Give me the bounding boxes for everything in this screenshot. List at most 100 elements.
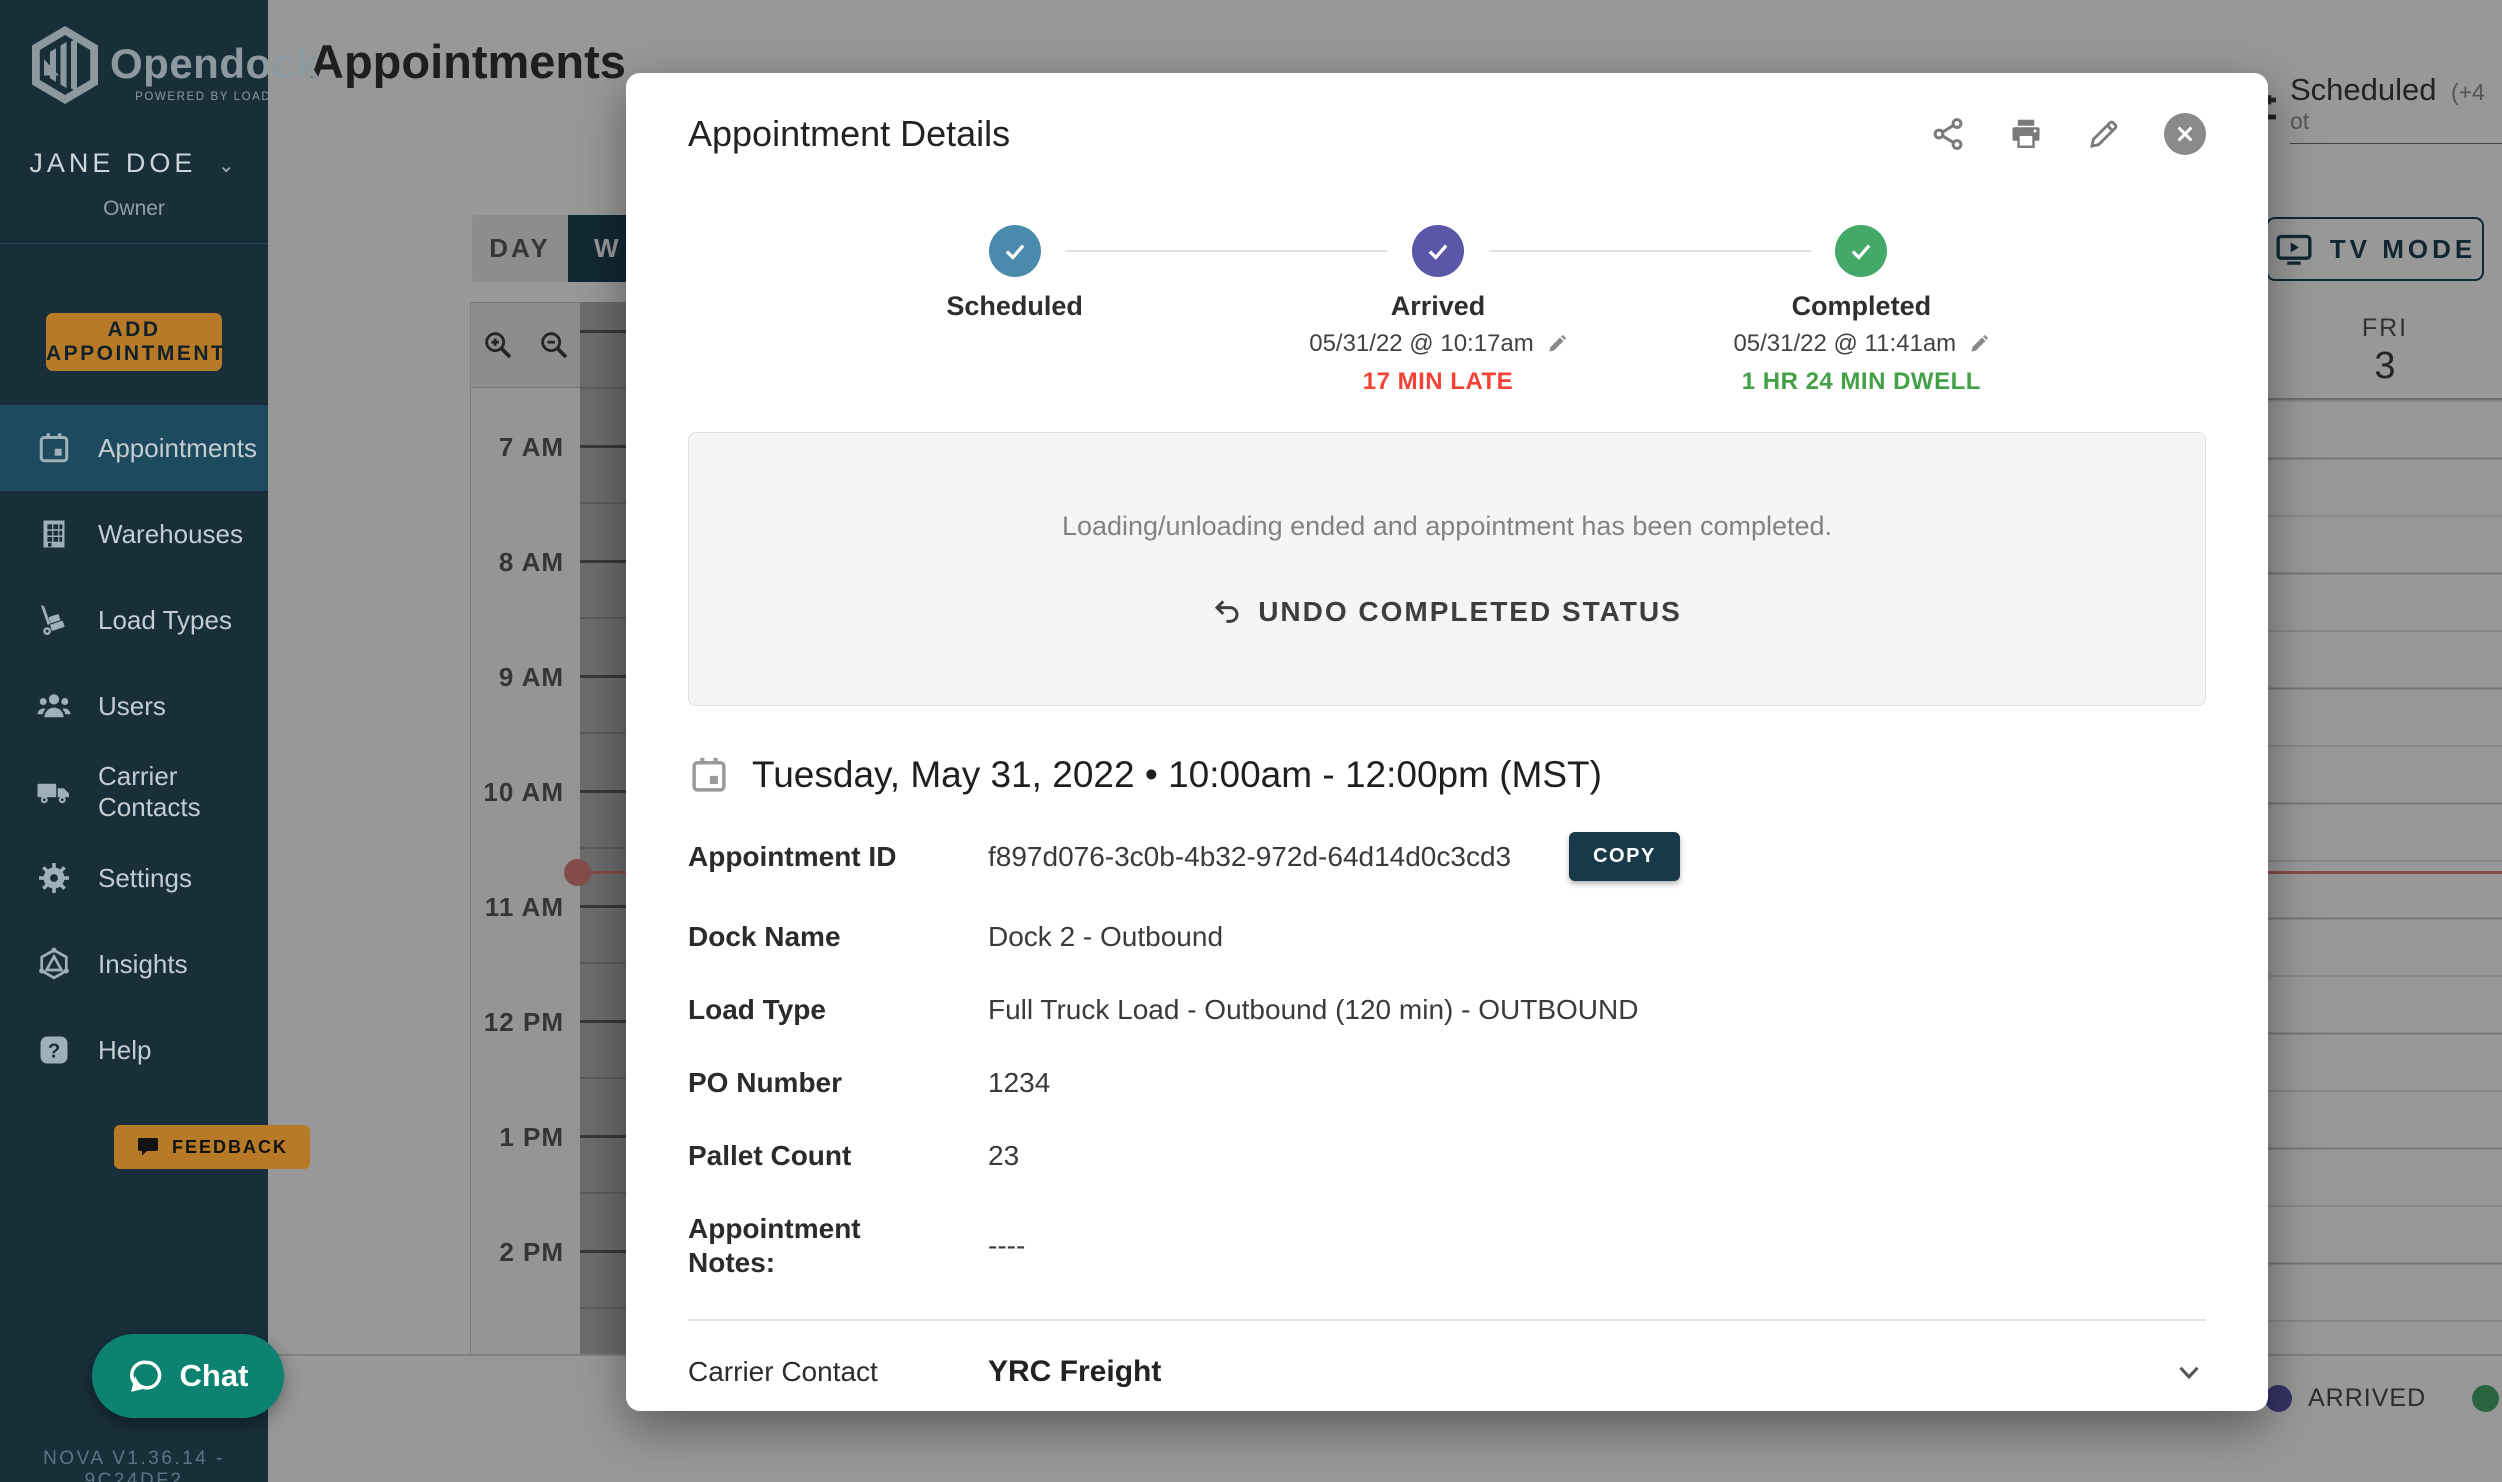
appointment-datetime: Tuesday, May 31, 2022 • 10:00am - 12:00p… [752, 754, 1602, 795]
add-appointment-button[interactable]: ADD APPOINTMENT [46, 313, 224, 371]
sidebar-item-label: Carrier Contacts [98, 761, 201, 822]
step-arrived: Arrived 05/31/22 @ 10:17am 17 MIN LATE [1226, 225, 1649, 396]
sidebar-item-warehouses[interactable]: Warehouses [0, 491, 268, 577]
time-label: 10 AM [483, 777, 564, 807]
appointment-details-modal: Appointment Details [626, 73, 2268, 1411]
step-timestamp: 05/31/22 @ 10:17am [1309, 330, 1534, 357]
opendock-logo-icon [32, 26, 98, 104]
brand-tagline: POWERED BY LOADSMART [135, 91, 320, 103]
check-icon [1835, 225, 1888, 277]
status-filter-select[interactable]: Scheduled (+4 ot [2290, 72, 2502, 144]
time-label: 12 PM [483, 1007, 564, 1037]
status-filter-value: Scheduled [2290, 72, 2437, 107]
day-number: 3 [2374, 345, 2396, 387]
share-icon[interactable] [1930, 116, 1966, 152]
close-icon[interactable] [2164, 113, 2206, 155]
modal-title: Appointment Details [688, 113, 1011, 154]
people-icon [37, 694, 71, 718]
step-scheduled: Scheduled [803, 225, 1226, 396]
sidebar-divider [0, 243, 268, 244]
sidebar-item-settings[interactable]: Settings [0, 835, 268, 921]
sidebar-item-load-types[interactable]: Load Types [0, 577, 268, 663]
step-label: Completed [1791, 291, 1932, 321]
field-value: 1234 [988, 1067, 1051, 1098]
time-label: 11 AM [484, 892, 564, 922]
status-legend: ARRIVED COMPLETED [2265, 1384, 2502, 1413]
appointment-datetime-row: Tuesday, May 31, 2022 • 10:00am - 12:00p… [688, 754, 2206, 796]
legend-item-completed: COMPLETED [2472, 1384, 2502, 1413]
tab-day[interactable]: DAY [472, 215, 568, 282]
stepper-connector [1065, 250, 1387, 252]
time-label: 9 AM [498, 662, 564, 692]
carrier-contact-value: YRC Freight [988, 1355, 1162, 1388]
status-message-box: Loading/unloading ended and appointment … [688, 432, 2206, 706]
user-role: Owner [103, 197, 165, 220]
step-note: 1 HR 24 MIN DWELL [1741, 368, 1981, 395]
completed-dot-icon [2472, 1385, 2500, 1412]
brand-name: Opendock [110, 40, 320, 87]
step-completed: Completed 05/31/22 @ 11:41am 1 HR 24 MIN… [1650, 225, 2073, 396]
chat-button[interactable]: Chat [92, 1334, 284, 1418]
zoom-out-icon[interactable] [537, 328, 571, 362]
check-icon [988, 225, 1041, 277]
user-name: JANE DOE [29, 148, 197, 178]
chat-bubble-icon [129, 1360, 161, 1392]
calendar-icon [692, 757, 726, 792]
field-load-type: Load Type Full Truck Load - Outbound (12… [688, 993, 2206, 1027]
time-label: 7 AM [498, 432, 564, 462]
chevron-down-icon[interactable] [2172, 1355, 2206, 1389]
step-label: Arrived [1390, 291, 1486, 321]
stepper-connector [1489, 250, 1811, 252]
sidebar: Opendock POWERED BY LOADSMART JANE DOE ⌄… [0, 0, 319, 1482]
field-label: Load Type [688, 994, 826, 1025]
edit-timestamp-icon[interactable] [1546, 334, 1567, 355]
app-version: NOVA V1.36.14 - 9C24DF2 [43, 1448, 225, 1482]
arrived-dot-icon [2265, 1385, 2292, 1412]
edit-icon[interactable] [2086, 116, 2122, 152]
building-icon [43, 520, 65, 548]
legend-item-arrived: ARRIVED [2265, 1384, 2426, 1413]
field-dock-name: Dock Name Dock 2 - Outbound [688, 920, 2206, 954]
page-title: Appointments [310, 35, 626, 88]
sidebar-item-users[interactable]: Users [0, 663, 268, 749]
zoom-in-icon[interactable] [481, 328, 515, 362]
undo-icon [1215, 599, 1239, 623]
calendar-icon [39, 433, 69, 463]
user-menu[interactable]: JANE DOE ⌄ [0, 148, 268, 179]
sidebar-item-insights[interactable]: Insights [0, 921, 268, 1007]
sidebar-item-label: Help [98, 1034, 152, 1065]
field-label: Dock Name [688, 921, 841, 952]
weekday-label: FRI [2361, 314, 2409, 342]
field-value: 23 [988, 1140, 1020, 1171]
copy-button[interactable]: COPY [1569, 832, 1680, 881]
sidebar-item-help[interactable]: ? Help [0, 1007, 268, 1093]
sidebar-item-label: Settings [98, 862, 192, 893]
modal-divider [688, 1319, 2206, 1321]
status-filter-extra: (+4 ot [2290, 79, 2485, 134]
sidebar-item-label: Warehouses [98, 518, 243, 549]
truck-icon [37, 783, 69, 804]
print-icon[interactable] [2008, 116, 2044, 152]
feedback-button[interactable]: FEEDBACK [114, 1125, 310, 1169]
calendar-day-column[interactable] [580, 302, 628, 1354]
time-label: 1 PM [499, 1122, 564, 1152]
field-label: Pallet Count [688, 1140, 852, 1171]
undo-label: UNDO COMPLETED STATUS [1258, 595, 1682, 627]
undo-completed-status-button[interactable]: UNDO COMPLETED STATUS [1212, 596, 1682, 628]
sidebar-item-carrier-contacts[interactable]: Carrier Contacts [0, 749, 268, 835]
field-appointment-notes: Appointment Notes: ---- [688, 1212, 2206, 1280]
edit-timestamp-icon[interactable] [1968, 334, 1989, 355]
chat-label: Chat [179, 1358, 249, 1393]
sidebar-item-appointments[interactable]: Appointments [0, 405, 268, 491]
field-value: Dock 2 - Outbound [988, 921, 1224, 952]
calendar-zoom-controls [471, 303, 580, 388]
tv-mode-button[interactable]: TV MODE [2266, 217, 2484, 281]
sidebar-item-label: Load Types [98, 604, 232, 635]
field-appointment-id: Appointment ID f897d076-3c0b-4b32-972d-6… [688, 832, 2206, 881]
calendar-friday-column[interactable]: FRI 3 [2268, 302, 2502, 1364]
day-column-header: FRI 3 [2268, 314, 2502, 400]
day-column-grid [2268, 400, 2502, 1364]
sidebar-item-label: Insights [98, 948, 188, 979]
carrier-contact-section[interactable]: Carrier Contact YRC Freight [688, 1355, 2206, 1389]
hand-truck-icon [40, 605, 65, 635]
